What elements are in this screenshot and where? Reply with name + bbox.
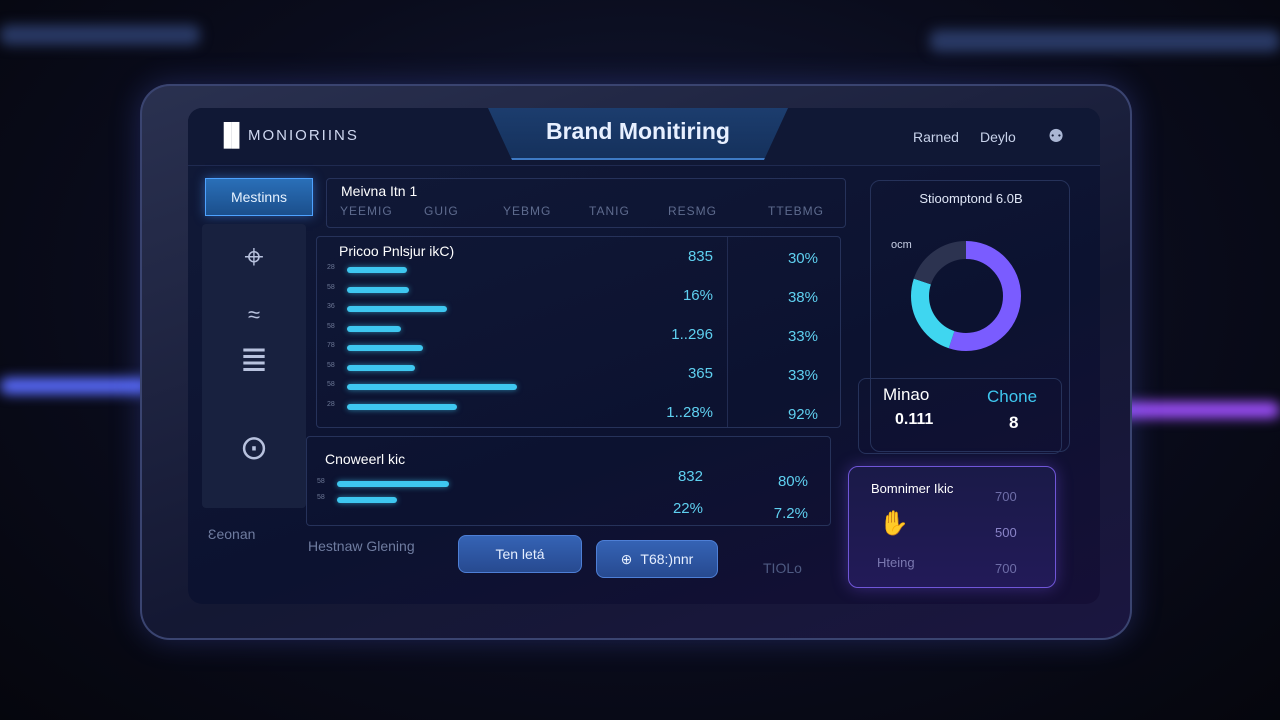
bar-mark [347,384,517,390]
bar-mark [347,306,447,312]
bar-percent: 7.2% [773,505,808,522]
bar-row-label: 58 [327,322,335,330]
stats-card: Minao 0.111 Chone 8 [858,378,1062,454]
bar-value: 365 [687,365,713,382]
donut-segment-gray [911,241,1021,351]
bar-row-label: 78 [327,342,335,349]
bar-percent: 33% [787,328,818,345]
bar-percent: 80% [777,473,808,490]
second-chart-title: Cnoweerl kic [325,451,406,467]
bar-value: 832 [677,468,703,485]
donut-chart [911,241,1021,351]
title-tab [488,108,788,160]
signal-wave-icon[interactable]: ≈ [247,302,261,327]
donut-segment-cyan [911,241,1021,351]
donut-label: ocm [891,239,912,251]
card-value-3: 700 [995,561,1017,576]
tab-6[interactable]: TTEBMG [768,204,824,218]
bar-row-label: 28 [327,400,335,408]
header-link-deylo[interactable]: Deylo [980,129,1016,145]
background-light [930,30,1280,52]
bar-percent: 30% [787,250,818,267]
bar-mark [347,286,409,293]
bar-value: 1..296 [671,326,713,343]
hand-icon: ✋ [879,510,909,537]
location-pin-icon[interactable]: ⌖ [244,238,264,276]
bar-mark [347,345,423,351]
bar-value: 16% [682,287,713,304]
bar-row-label: 36 [327,303,335,310]
bar-row-label: 58 [327,283,335,291]
background-light [1110,402,1280,418]
bar-mark [347,325,401,332]
bar-value: 835 [687,248,713,265]
donut-title: Stioomptond 6.0B [919,191,1023,206]
stat-right-label: Chone [987,387,1038,406]
bar-row-label: 58 [317,478,325,485]
tabs-panel: Meivna Itn 1 [326,178,846,228]
button-label: T68:)nnr [640,551,694,567]
background-light [0,378,150,394]
second-bar-chart-panel: Cnoweerl kic 58 58 [306,436,831,526]
bar-value: 22% [672,500,703,517]
tablet-device: ▐▌ MONIORIINS Brand Monitiring Rarned De… [140,84,1132,640]
bar-value: 1..28% [666,404,713,421]
dashboard-screen: ▐▌ MONIORIINS Brand Monitiring Rarned De… [188,108,1100,604]
tab-4[interactable]: TANIG [589,204,630,218]
tab-1[interactable]: YEEMIG [340,204,393,218]
bar-mark [347,403,457,410]
button-label: Ten letá [495,546,545,562]
bar-row-label: 58 [317,494,325,501]
footer-label: Hestnaw Glening [308,538,415,554]
bar-mark [347,364,415,371]
page-title: Brand Monitiring [546,118,730,144]
card-title: Bomnimer Ikic [871,481,954,496]
bar-percent: 92% [787,406,818,423]
bar-percent: 33% [787,367,818,384]
location-pin-icon[interactable]: ⊙ [239,429,269,467]
lightbulb-icon[interactable]: ⚉ [1048,126,1065,146]
bar-row-label: 28 [327,264,335,271]
tab-2[interactable]: GUIG [424,204,459,218]
main-chart-title: Pricoo Pnlsjur ikC) [339,243,455,259]
main-bar-chart-panel: Pricoo Pnlsjur ikC) 28 58 36 58 78 58 58 28 [316,236,841,428]
tab-3[interactable]: YEBMG [503,204,552,218]
bar-mark [337,497,398,503]
sidebar-footer-label[interactable]: Ɛeonan [208,526,256,542]
background-light [0,25,200,45]
t68-button[interactable]: ⊕ T68:)nnr [596,540,718,578]
bar-row-label: 58 [327,361,335,369]
sidebar-active-button[interactable]: Mestinns [205,178,313,216]
bar-percent: 38% [787,289,818,306]
card-value-2: 500 [995,525,1017,540]
stat-left-value: 0.111 [895,411,934,428]
footer-tail-label: TIOLo [763,560,802,576]
globe-icon: ⊕ [620,550,633,567]
header-link-rarned[interactable]: Rarned [913,129,959,145]
brand-name: MONIORIINS [248,127,359,144]
stat-right-value: 8 [1009,413,1019,432]
card-value-1: 700 [995,489,1017,504]
header-bar: ▐▌ MONIORIINS Brand Monitiring Rarned De… [188,108,1100,166]
tabs-panel-title: Meivna Itn 1 [341,183,418,199]
tab-5[interactable]: RESMG [668,204,718,218]
bar-mark [347,267,407,273]
bomnimer-card[interactable]: Bomnimer Ikic ✋ Hteing 700 500 700 [848,466,1056,588]
stat-left-label: Minao [883,385,930,404]
bar-mark [337,481,449,487]
monitor-logo-icon: ▐▌ [216,122,248,147]
sidebar-panel: ⌖ ≈ ≣ ⊙ [202,224,306,508]
stack-wave-icon[interactable]: ≣ [239,341,269,379]
ten-leta-button[interactable]: Ten letá [458,535,582,573]
card-footer: Hteing [877,555,915,570]
bar-row-label: 58 [327,381,335,388]
donut-card: Stioomptond 6.0B ocm [870,180,1070,452]
